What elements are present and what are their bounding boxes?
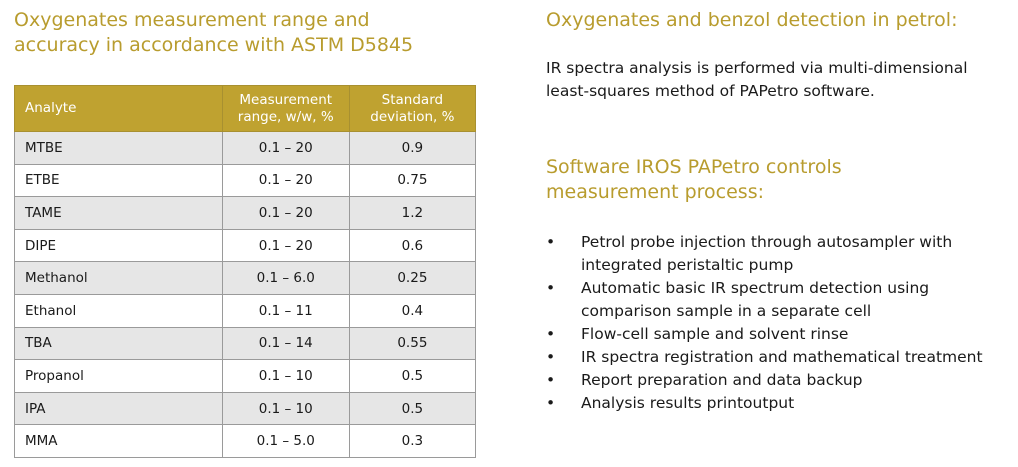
table-row: DIPE 0.1 – 20 0.6 — [14, 228, 477, 263]
table-row: Methanol 0.1 – 6.0 0.25 — [14, 261, 477, 295]
deviation-cell: 0.25 — [348, 261, 477, 295]
text-line: IR spectra analysis is performed via mul… — [546, 59, 968, 77]
title-line: Software IROS PAPetro controls — [546, 156, 842, 178]
list-item: • IR spectra registration and mathematica… — [546, 346, 1016, 369]
deviation-cell: 0.4 — [348, 293, 477, 328]
deviation-cell: 0.55 — [348, 326, 477, 361]
table-row: TBA 0.1 – 14 0.55 — [14, 326, 477, 361]
table-row: ETBE 0.1 – 20 0.75 — [14, 163, 477, 198]
process-list: • Petrol probe injection through autosamp… — [546, 231, 1016, 415]
bullet-icon: • — [546, 233, 556, 251]
text-line: least-squares method of PAPetro software… — [546, 82, 875, 100]
deviation-cell: 1.2 — [348, 196, 477, 230]
analyte-cell: Methanol — [14, 261, 223, 295]
range-cell: 0.1 – 10 — [221, 391, 350, 426]
analyte-cell: ETBE — [14, 163, 223, 198]
table-row: MMA 0.1 – 5.0 0.3 — [14, 424, 477, 458]
list-item-text: IR spectra registration and mathematical… — [581, 348, 983, 366]
range-cell: 0.1 – 11 — [221, 293, 350, 328]
range-cell: 0.1 – 20 — [221, 196, 350, 230]
list-item: • Report preparation and data backup — [546, 369, 1016, 392]
analyte-cell: Ethanol — [14, 293, 223, 328]
oxygenates-table: Analyte Measurement range, w/w, % Standard… — [14, 85, 477, 458]
column-header: Standard deviation, % — [348, 85, 477, 132]
list-item: • Analysis results printoutput — [546, 392, 1016, 415]
range-cell: 0.1 – 20 — [221, 131, 350, 165]
list-item-text: Analysis results printoutput — [581, 394, 795, 412]
analyte-cell: Propanol — [14, 359, 223, 393]
detection-title: Oxygenates and benzol detection in petro… — [546, 9, 958, 31]
detection-description: IR spectra analysis is performed via mul… — [546, 57, 968, 103]
table-row: Ethanol 0.1 – 11 0.4 — [14, 293, 477, 328]
range-cell: 0.1 – 6.0 — [221, 261, 350, 295]
range-cell: 0.1 – 20 — [221, 228, 350, 263]
analyte-cell: MMA — [14, 424, 223, 458]
title-line: accuracy in accordance with ASTM D5845 — [14, 34, 414, 56]
table-row: TAME 0.1 – 20 1.2 — [14, 196, 477, 230]
software-title: Software IROS PAPetro controls measuremen… — [546, 155, 842, 205]
analyte-cell: TAME — [14, 196, 223, 230]
analyte-cell: DIPE — [14, 228, 223, 263]
range-cell: 0.1 – 10 — [221, 359, 350, 393]
bullet-icon: • — [546, 279, 556, 297]
list-item-text: Petrol probe injection through autosampl… — [581, 233, 953, 274]
deviation-cell: 0.3 — [348, 424, 477, 458]
deviation-cell: 0.75 — [348, 163, 477, 198]
list-item: • Automatic basic IR spectrum detection u… — [546, 277, 1016, 323]
bullet-icon: • — [546, 371, 556, 389]
bullet-icon: • — [546, 348, 556, 366]
list-item-text: Automatic basic IR spectrum detection us… — [581, 279, 930, 320]
column-header: Analyte — [14, 85, 223, 132]
table-row: IPA 0.1 – 10 0.5 — [14, 391, 477, 426]
range-cell: 0.1 – 5.0 — [221, 424, 350, 458]
list-item-text: Report preparation and data backup — [581, 371, 863, 389]
list-item: • Flow-cell sample and solvent rinse — [546, 323, 1016, 346]
bullet-icon: • — [546, 325, 556, 343]
deviation-cell: 0.5 — [348, 359, 477, 393]
bullet-icon: • — [546, 394, 556, 412]
deviation-cell: 0.9 — [348, 131, 477, 165]
analyte-cell: IPA — [14, 391, 223, 426]
column-header: Measurement range, w/w, % — [221, 85, 350, 132]
list-item: • Petrol probe injection through autosamp… — [546, 231, 1016, 277]
deviation-cell: 0.5 — [348, 391, 477, 426]
list-item-text: Flow-cell sample and solvent rinse — [581, 325, 849, 343]
table-row: MTBE 0.1 – 20 0.9 — [14, 131, 477, 165]
analyte-cell: MTBE — [14, 131, 223, 165]
table-title: Oxygenates measurement range and accuracy… — [14, 8, 413, 58]
table-row: Propanol 0.1 – 10 0.5 — [14, 359, 477, 393]
title-line: measurement process: — [546, 181, 765, 203]
analyte-cell: TBA — [14, 326, 223, 361]
title-line: Oxygenates measurement range and — [14, 9, 370, 31]
deviation-cell: 0.6 — [348, 228, 477, 263]
range-cell: 0.1 – 14 — [221, 326, 350, 361]
range-cell: 0.1 – 20 — [221, 163, 350, 198]
